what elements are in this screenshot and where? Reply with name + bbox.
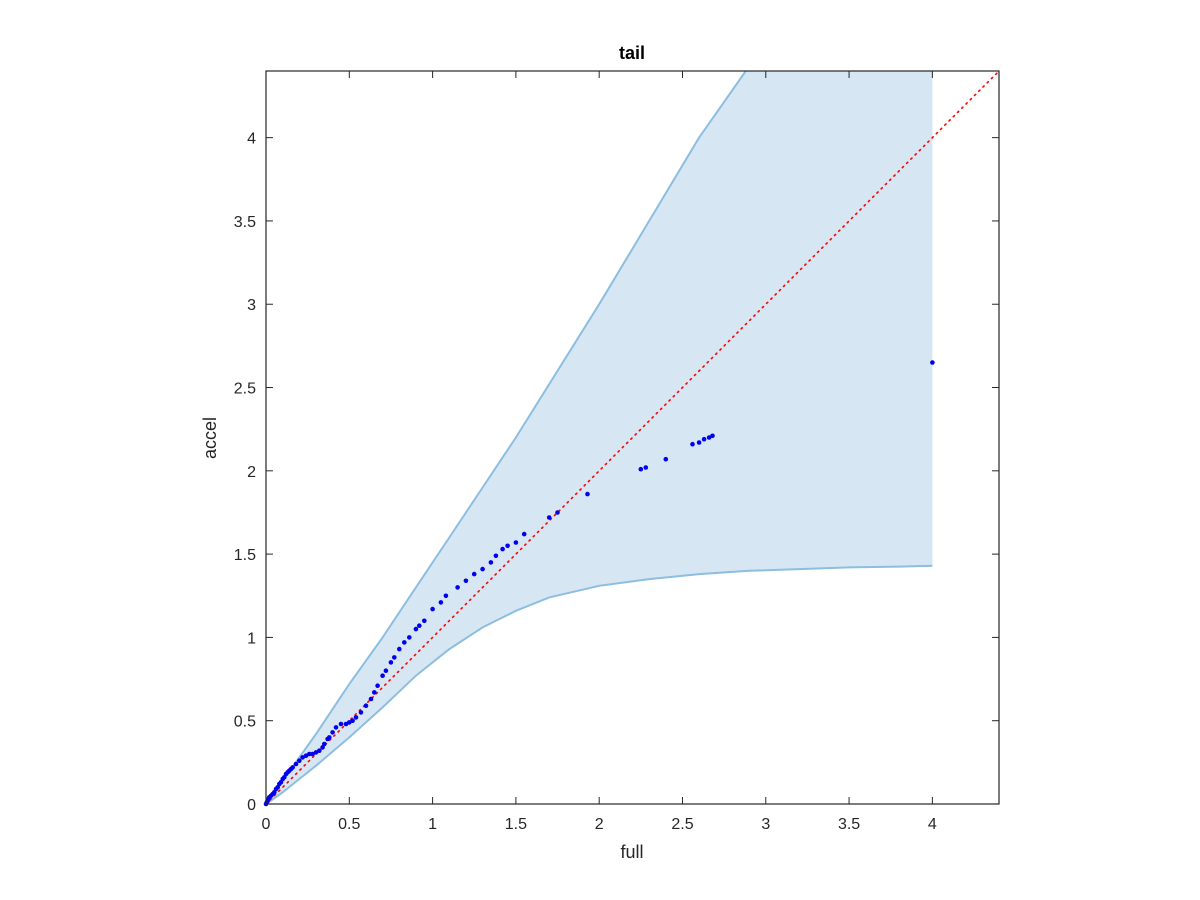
x-axis-ticks: 0 0.5 1 1.5 2 2.5 3 3.5 4 [262, 71, 937, 833]
chart-title: tail [619, 43, 645, 63]
data-point [417, 623, 422, 628]
data-point [300, 755, 305, 760]
y-tick-label: 0 [247, 797, 256, 814]
data-point [500, 546, 505, 552]
reference-line [265, 70, 1000, 805]
data-point [493, 553, 499, 559]
data-point [463, 578, 469, 584]
data-point [696, 440, 702, 445]
data-point [383, 668, 389, 673]
x-tick-label: 2 [595, 816, 604, 833]
data-point [488, 560, 494, 565]
data-point [372, 690, 377, 695]
data-point [555, 510, 560, 515]
data-point [338, 721, 344, 727]
band-fill [266, 71, 933, 804]
data-point [413, 626, 419, 632]
x-tick-label: 4 [928, 816, 937, 833]
data-point [422, 618, 427, 624]
data-point [290, 765, 296, 770]
data-point [327, 735, 332, 740]
data-point [322, 741, 327, 747]
x-tick-label: 0 [262, 816, 271, 833]
data-point [471, 571, 477, 577]
x-tick-label: 3.5 [838, 816, 860, 833]
data-point [455, 585, 460, 590]
band-lower-edge [265, 564, 933, 805]
data-point [930, 360, 935, 365]
data-point [585, 491, 590, 497]
confidence-band [265, 70, 933, 805]
data-point [690, 441, 695, 447]
plot-axes [265, 70, 1000, 805]
data-point [480, 566, 485, 572]
reference-line-group [265, 70, 1000, 805]
data-point [297, 758, 302, 763]
y-tick-label: 4 [247, 131, 256, 148]
data-point [363, 703, 369, 708]
data-point [293, 761, 299, 767]
y-axis-label: accel [200, 417, 220, 459]
data-point [307, 751, 312, 757]
data-point [701, 436, 707, 442]
data-point [643, 465, 649, 470]
data-point [430, 606, 435, 612]
data-point [513, 540, 519, 545]
data-point [320, 745, 325, 750]
y-tick-label: 1.5 [234, 547, 256, 564]
data-point [710, 433, 715, 439]
data-point [317, 748, 322, 753]
y-tick-label: 3 [247, 297, 256, 314]
y-tick-label: 3.5 [234, 214, 256, 231]
x-tick-label: 1 [428, 816, 437, 833]
data-point [521, 531, 527, 537]
band-upper-edge [265, 70, 747, 805]
data-point [375, 683, 380, 688]
x-tick-label: 3 [761, 816, 770, 833]
y-axis-ticks: 0 0.5 1 1.5 2 2.5 3 3.5 4 [234, 131, 999, 814]
data-point [350, 718, 355, 723]
data-point [546, 515, 552, 520]
x-tick-label: 2.5 [671, 816, 693, 833]
y-tick-label: 2 [247, 464, 256, 481]
data-points [263, 360, 935, 807]
y-tick-label: 2.5 [234, 381, 256, 398]
data-point [443, 593, 449, 599]
axes-box [265, 70, 1000, 805]
data-point [505, 543, 510, 549]
data-point [638, 466, 644, 472]
data-point [397, 646, 402, 652]
data-point [392, 655, 397, 660]
data-point [358, 710, 364, 715]
y-tick-label: 1 [247, 630, 256, 647]
x-tick-label: 0.5 [338, 816, 360, 833]
y-tick-label: 0.5 [234, 714, 256, 731]
data-point [333, 725, 339, 730]
data-point [353, 715, 359, 720]
data-point [330, 730, 335, 735]
x-axis-label: full [620, 842, 643, 862]
data-point [402, 640, 407, 645]
data-point [706, 435, 712, 440]
data-point [407, 635, 412, 640]
data-point [380, 673, 385, 678]
data-point [438, 600, 444, 605]
x-tick-label: 1.5 [505, 816, 527, 833]
data-point [388, 660, 394, 665]
data-point [663, 456, 669, 462]
data-point [368, 696, 374, 702]
